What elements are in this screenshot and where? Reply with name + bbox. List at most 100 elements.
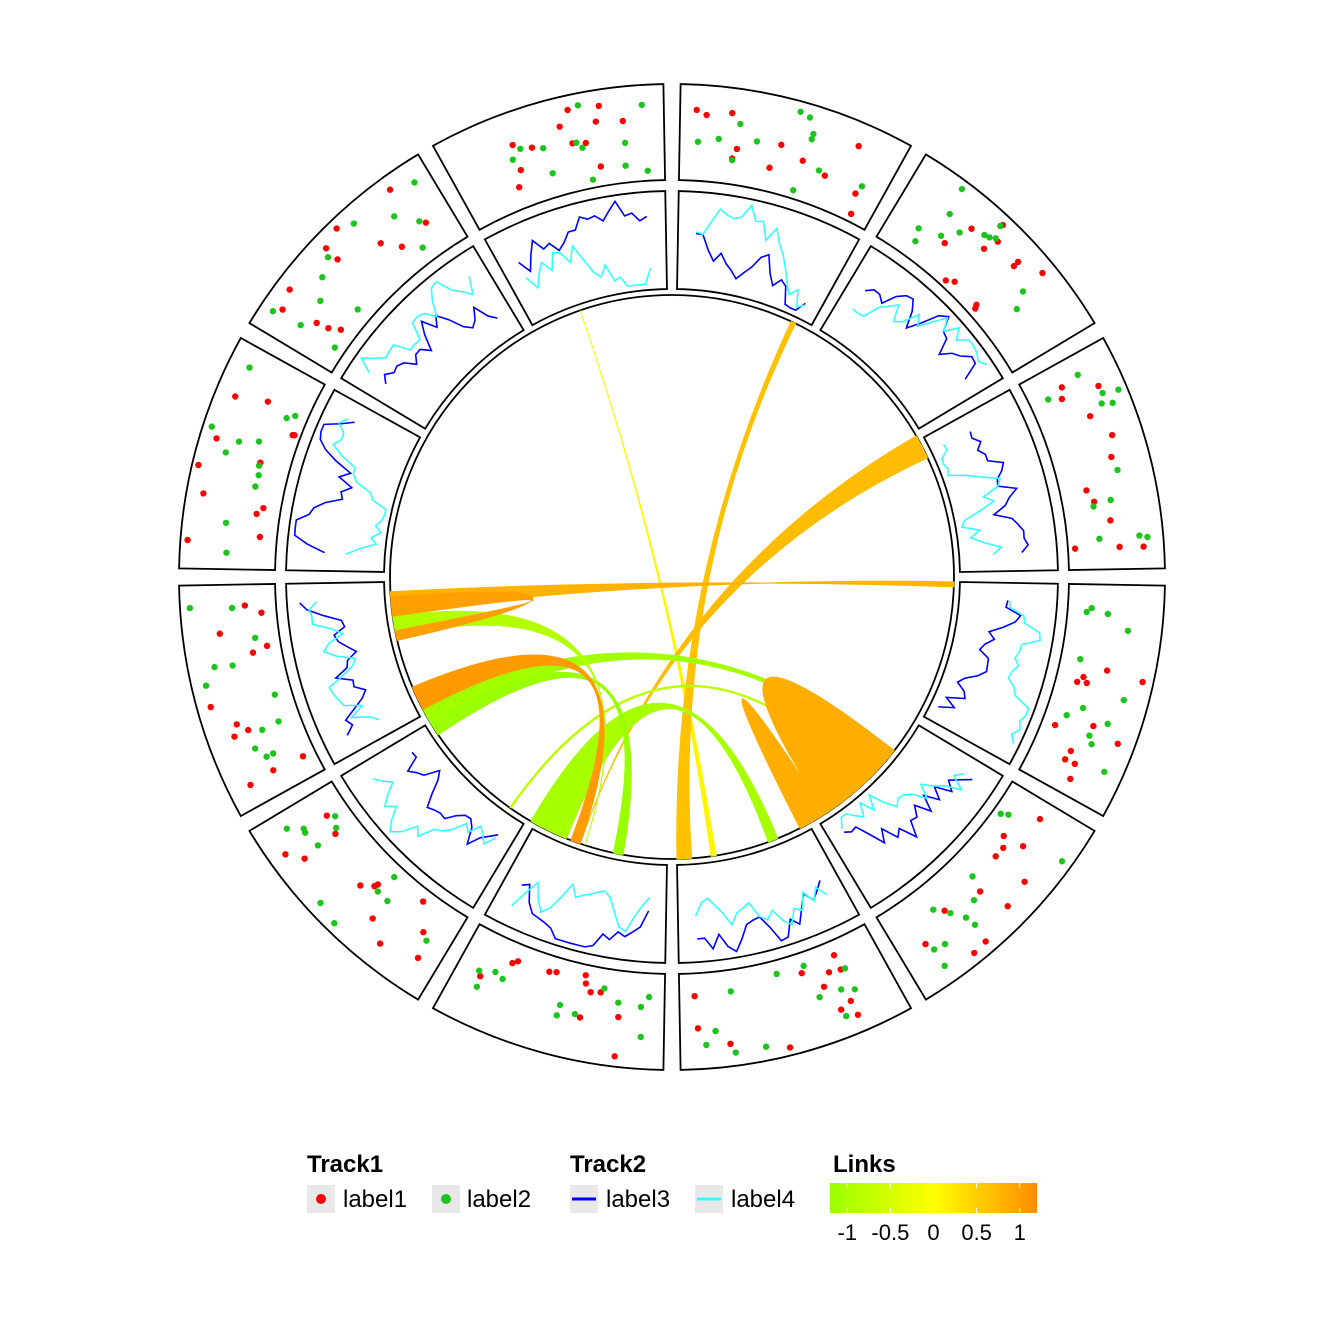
track1-point-label1 — [376, 940, 384, 947]
track1-point-label2 — [223, 549, 230, 556]
track1-point-label2 — [319, 274, 326, 281]
track1-point-label2 — [703, 1041, 710, 1049]
legend-key-label2 — [441, 1194, 451, 1204]
legend-links-title: Links — [833, 1151, 896, 1178]
track2-sector-frame — [819, 244, 1005, 430]
track1-point-label1 — [420, 929, 427, 936]
track1-point-label2 — [475, 967, 483, 974]
link-ribbon — [429, 672, 632, 856]
track1-point-label2 — [499, 975, 506, 983]
track1-point-label1 — [582, 139, 589, 147]
track1-point-label1 — [564, 106, 571, 114]
track1-sector — [248, 780, 469, 1001]
track1-point-label1 — [1083, 679, 1090, 687]
track2-sector — [285, 581, 422, 766]
track1-point-label2 — [574, 102, 582, 109]
track1-point-label2 — [269, 750, 277, 757]
track1-point-label1 — [515, 184, 523, 191]
track1-point-label1 — [1004, 902, 1011, 910]
track1-point-label1 — [260, 504, 267, 512]
track1-point-label2 — [969, 873, 976, 880]
track1-point-label1 — [587, 989, 594, 996]
track1-sector-frame — [1017, 336, 1166, 571]
track1-point-label2 — [637, 1003, 645, 1011]
track2-line-label4 — [1007, 600, 1041, 744]
track1-point-label2 — [1074, 371, 1081, 379]
track1-point-label1 — [976, 888, 984, 895]
track1-point-label2 — [269, 308, 277, 315]
track2-line-label3 — [865, 289, 977, 380]
track1-point-label1 — [279, 306, 286, 313]
track1-point-label1 — [1103, 667, 1111, 674]
track1-point-label1 — [233, 721, 240, 728]
track1-point-label1 — [253, 510, 260, 518]
legend: Track1 label1 label2 Track2 label3 label… — [307, 1151, 1037, 1245]
track1-point-label2 — [1099, 389, 1106, 397]
track1-point-label1 — [941, 239, 948, 247]
track1-point-label2 — [589, 176, 597, 183]
track1-point-label1 — [825, 969, 833, 976]
track1-point-label2 — [1019, 288, 1027, 295]
track2-sector-frame — [285, 388, 422, 573]
track1-point-label2 — [1005, 811, 1012, 818]
track1-point-label2 — [391, 873, 398, 881]
track1-point-label2 — [1114, 466, 1121, 474]
track1-point-label2 — [1079, 704, 1087, 712]
track2-sector-frame — [285, 581, 422, 766]
track2-sector-frame — [922, 388, 1059, 573]
track1-point-label2 — [556, 1001, 564, 1009]
track1-point-label2 — [946, 210, 953, 218]
track2-line-label3 — [938, 600, 1022, 709]
track1-point-label2 — [252, 634, 259, 642]
track1-sector — [178, 583, 327, 818]
legend-key-label1 — [316, 1194, 326, 1204]
track1-point-label1 — [595, 102, 602, 110]
track1-point-label2 — [579, 144, 586, 151]
track1-point-label1 — [727, 1040, 734, 1048]
track2-line-label3 — [521, 883, 650, 948]
track1-point-label2 — [411, 179, 418, 186]
track1-point-label1 — [982, 938, 989, 945]
track2-sector — [819, 724, 1005, 910]
track1-point-label2 — [937, 232, 945, 239]
track1-point-label1 — [546, 968, 553, 975]
track1-point-label2 — [553, 1012, 560, 1019]
track1-point-label2 — [390, 213, 398, 220]
track1-point-label2 — [992, 235, 999, 242]
legend-track2: Track2 label3 label4 — [570, 1151, 795, 1213]
track1-point-label1 — [1139, 678, 1146, 686]
track1-point-label2 — [837, 986, 845, 993]
track1-point-label2 — [1098, 400, 1105, 407]
track1-point-label2 — [1090, 503, 1097, 510]
links-inner-circle — [389, 294, 955, 860]
track1-point-label2 — [912, 238, 919, 245]
track1-point-label2 — [762, 1043, 770, 1050]
track1-point-label2 — [970, 897, 978, 904]
track2-sector — [285, 388, 422, 573]
track1-point-label1 — [258, 609, 265, 616]
track1-point-label1 — [357, 882, 364, 889]
track1-point-label2 — [571, 1010, 579, 1018]
track1-point-label2 — [255, 472, 262, 479]
track1-point-label2 — [638, 101, 645, 109]
track1-point-label1 — [1000, 832, 1007, 840]
track1-point-label2 — [1013, 305, 1021, 313]
track1-point-label1 — [611, 1053, 618, 1060]
track1-sector-frame — [431, 83, 666, 232]
track1-point-label1 — [256, 533, 264, 541]
track2-line-label4 — [695, 203, 805, 309]
track1-point-label1 — [323, 812, 331, 819]
track1-point-label2 — [1096, 535, 1103, 542]
track1-point-label1 — [691, 992, 698, 1000]
track1-point-label2 — [1109, 399, 1116, 407]
track1-point-label2 — [251, 745, 259, 752]
track2-line-label3 — [969, 431, 1030, 554]
track1-point-label2 — [302, 829, 309, 836]
track1-point-label1 — [729, 109, 736, 117]
track1-point-label1 — [514, 958, 522, 965]
track1-point-label1 — [509, 959, 516, 967]
track1-point-label2 — [806, 114, 814, 121]
track1-point-label2 — [1104, 610, 1112, 618]
track1-point-label2 — [981, 231, 988, 239]
